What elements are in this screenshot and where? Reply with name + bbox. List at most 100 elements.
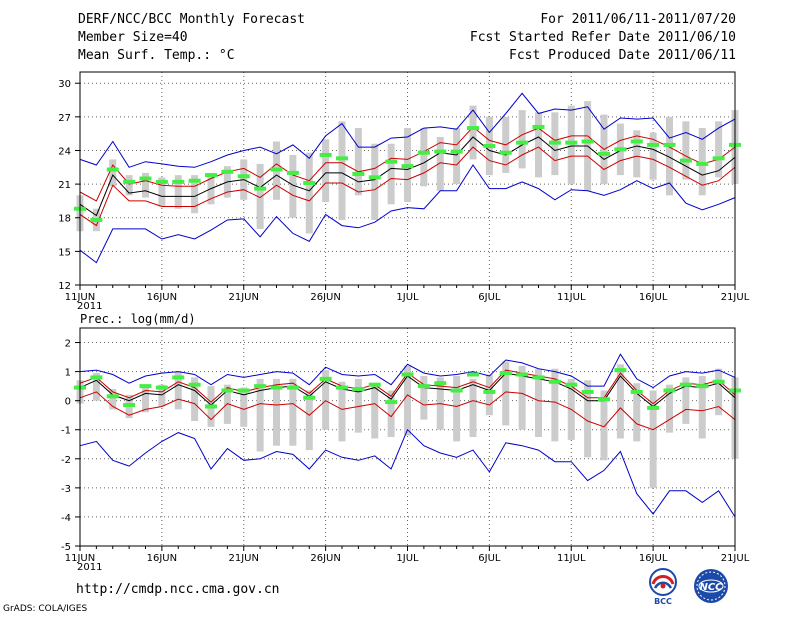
prec-box bbox=[518, 365, 526, 430]
variable-label: Mean Surf. Temp.: °C bbox=[78, 48, 235, 63]
prec-marker bbox=[434, 381, 447, 386]
prec-marker bbox=[499, 371, 512, 376]
temp-marker bbox=[647, 142, 660, 147]
produced-date-label: Fcst Produced Date 2011/06/11 bbox=[509, 48, 736, 63]
temp-upper-spread-line bbox=[79, 126, 736, 202]
temp-box bbox=[191, 175, 199, 214]
prec-marker bbox=[467, 372, 479, 377]
prec-marker bbox=[205, 404, 217, 409]
temp-marker bbox=[712, 156, 725, 161]
prec-box bbox=[469, 378, 477, 437]
temp-box bbox=[453, 128, 461, 185]
temp-ytick-label: 30 bbox=[58, 79, 71, 90]
temp-box bbox=[322, 139, 330, 203]
prec-box bbox=[322, 370, 330, 430]
prec-xtick-label: 6JUL bbox=[478, 553, 501, 564]
temp-box bbox=[174, 175, 182, 209]
temp-xtick-label: 11JUN bbox=[65, 292, 95, 303]
temp-box bbox=[420, 128, 428, 187]
temp-marker bbox=[90, 217, 103, 222]
prec-box bbox=[502, 361, 510, 426]
prec-marker bbox=[254, 384, 267, 389]
temp-marker bbox=[598, 151, 610, 156]
bcc-logo: BCC bbox=[649, 568, 677, 606]
prec-box bbox=[158, 384, 166, 407]
figure-title: DERF/NCC/BCC Monthly Forecast bbox=[78, 12, 305, 27]
prec-xtick-label: 21JUN bbox=[229, 553, 259, 564]
temp-marker bbox=[188, 178, 201, 183]
prec-box bbox=[404, 365, 411, 436]
prec-box bbox=[616, 364, 624, 439]
temp-marker bbox=[139, 176, 152, 181]
prec-box bbox=[92, 373, 100, 401]
prec-marker bbox=[516, 372, 529, 377]
temp-marker bbox=[614, 147, 627, 152]
temp-xtick-label: 6JUL bbox=[478, 292, 501, 303]
temp-marker bbox=[123, 179, 136, 184]
prec-marker bbox=[712, 379, 725, 384]
temp-marker bbox=[548, 140, 561, 145]
bcc-logo-text: BCC bbox=[654, 597, 672, 606]
prec-box bbox=[682, 377, 690, 424]
temp-marker bbox=[630, 139, 643, 144]
prec-box bbox=[535, 368, 542, 437]
temp-marker bbox=[352, 172, 365, 177]
prec-ytick-label: -5 bbox=[61, 542, 71, 553]
prec-ytick-label: 0 bbox=[65, 397, 71, 408]
temp-minimum-line bbox=[79, 164, 736, 264]
prec-marker bbox=[532, 375, 545, 380]
prec-xtick-label: 26JUN bbox=[310, 553, 340, 564]
prec-marker bbox=[679, 382, 692, 387]
grads-credit: GrADS: COLA/IGES bbox=[3, 604, 88, 614]
prec-box bbox=[485, 374, 493, 416]
prec-box bbox=[338, 381, 346, 442]
prec-marker bbox=[286, 385, 299, 390]
temp-box bbox=[142, 172, 149, 198]
temp-marker bbox=[106, 167, 119, 172]
prec-box bbox=[420, 375, 428, 420]
prec-marker bbox=[303, 395, 316, 400]
source-url[interactable]: http://cmdp.ncc.cma.gov.cn bbox=[76, 582, 280, 597]
temp-marker bbox=[483, 143, 496, 148]
temp-ytick-label: 12 bbox=[58, 281, 71, 292]
temp-box bbox=[682, 121, 690, 180]
prec-marker bbox=[319, 376, 332, 381]
temp-marker bbox=[336, 156, 348, 161]
temp-box bbox=[387, 143, 395, 205]
temp-box bbox=[289, 154, 297, 218]
temp-xtick-label: 16JUL bbox=[639, 292, 668, 303]
prec-box bbox=[240, 387, 248, 427]
prec-box bbox=[354, 378, 362, 433]
temp-box bbox=[649, 132, 657, 180]
temp-marker bbox=[679, 158, 692, 163]
prec-marker bbox=[336, 385, 348, 390]
prec-marker bbox=[548, 379, 561, 384]
prec-ytick-label: -1 bbox=[61, 426, 71, 437]
prec-marker bbox=[565, 382, 578, 387]
temp-marker bbox=[581, 139, 594, 144]
prec-marker bbox=[647, 405, 660, 410]
prec-marker bbox=[155, 385, 168, 390]
temp-marker bbox=[516, 140, 529, 145]
temp-xtick-label: 1JUL bbox=[396, 292, 419, 303]
prec-marker bbox=[581, 389, 594, 394]
prec-box bbox=[715, 368, 723, 416]
prec-marker bbox=[450, 388, 463, 393]
prec-box bbox=[584, 380, 592, 458]
temp-xtick-label: 16JUN bbox=[147, 292, 177, 303]
prec-box bbox=[551, 368, 559, 442]
prec-minimum-line bbox=[79, 428, 736, 518]
temp-box bbox=[715, 121, 723, 178]
prec-marker bbox=[172, 375, 185, 380]
member-size-label: Member Size=40 bbox=[78, 30, 188, 45]
prec-box bbox=[453, 375, 461, 442]
temp-ytick-label: 18 bbox=[58, 214, 71, 225]
ncc-logo-text: NCC bbox=[699, 582, 723, 593]
temp-xtick-year: 2011 bbox=[77, 301, 102, 312]
prec-marker bbox=[385, 400, 398, 405]
temp-marker bbox=[467, 126, 479, 131]
temp-marker bbox=[368, 175, 381, 180]
temp-marker bbox=[205, 173, 217, 178]
temp-marker bbox=[221, 169, 234, 174]
